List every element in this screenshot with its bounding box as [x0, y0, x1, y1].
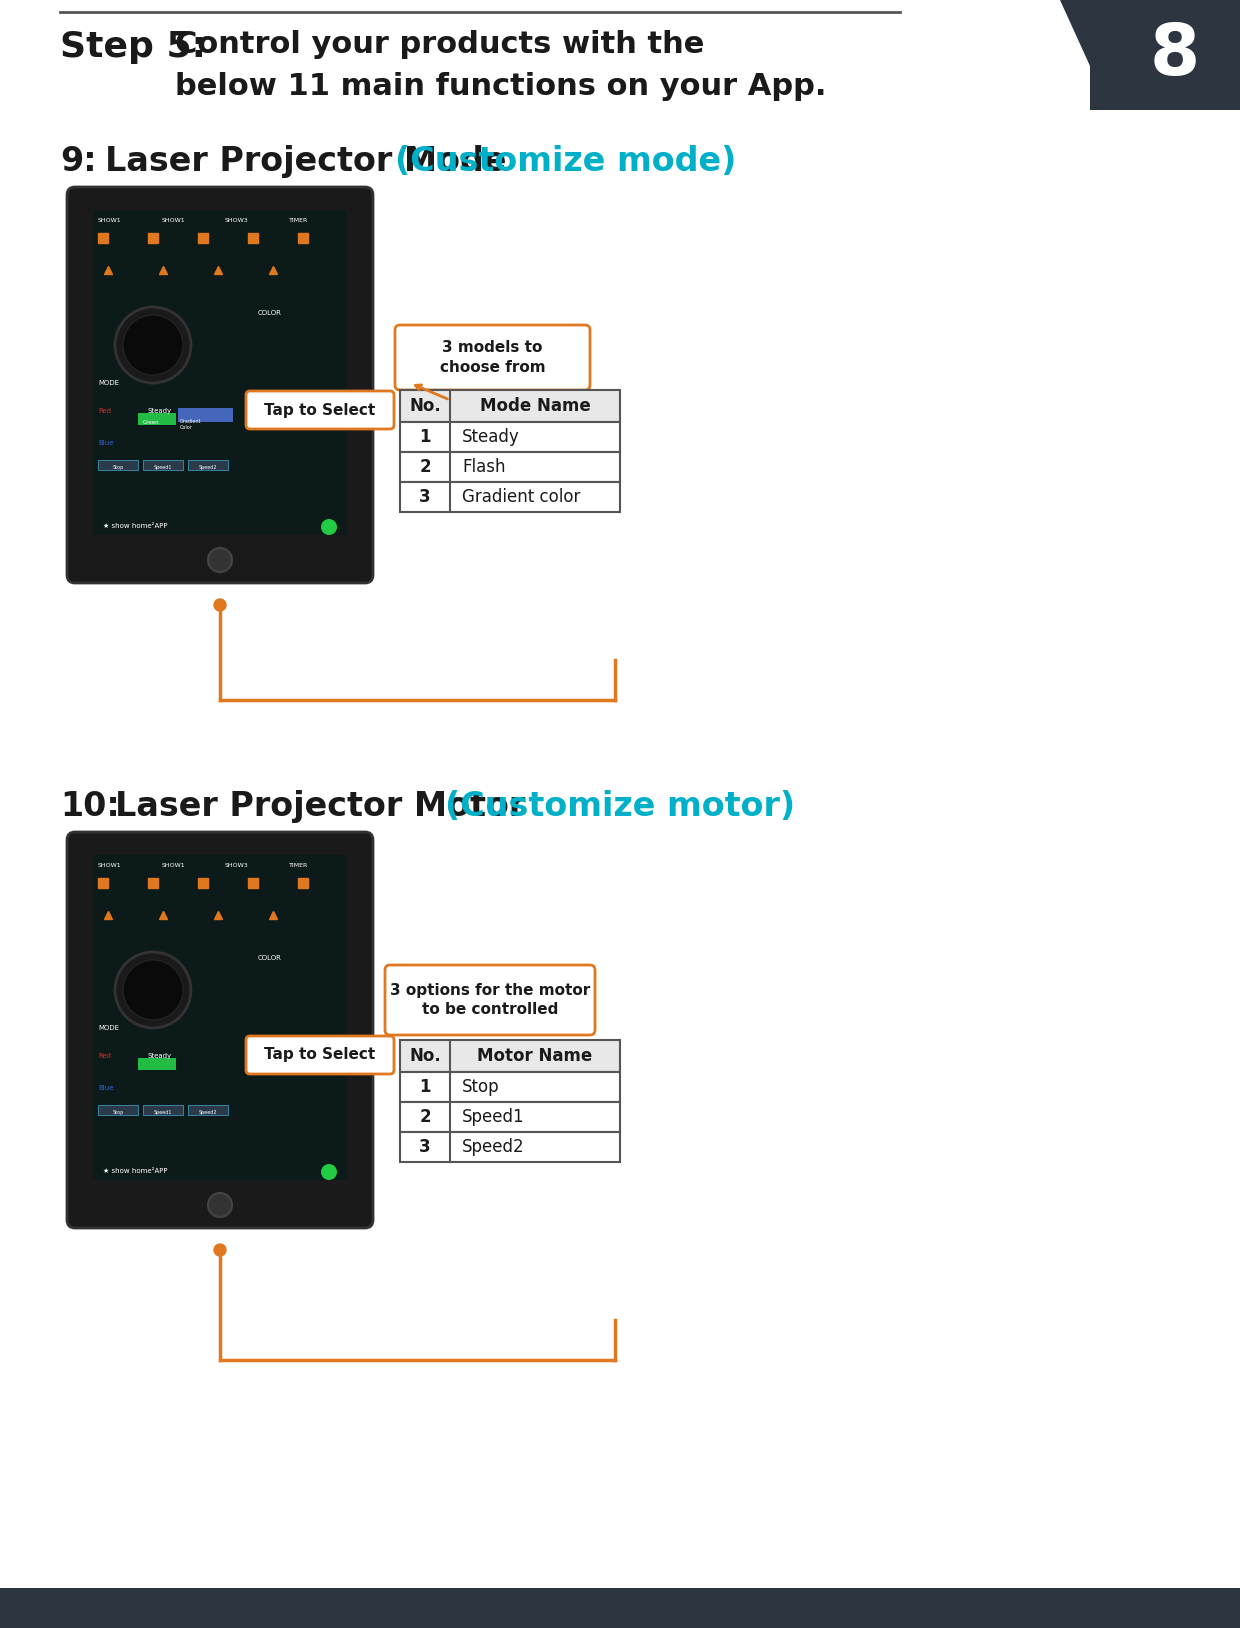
- Text: 2: 2: [419, 457, 430, 475]
- Text: Tap to Select: Tap to Select: [264, 1047, 376, 1063]
- Text: 8: 8: [1149, 21, 1200, 90]
- Polygon shape: [1060, 0, 1240, 111]
- Text: Control your products with the: Control your products with the: [175, 29, 704, 59]
- Text: Tap to Select: Tap to Select: [264, 402, 376, 417]
- Text: Speed1: Speed1: [154, 1110, 172, 1115]
- Text: Stop: Stop: [463, 1078, 500, 1096]
- Text: Steady: Steady: [148, 1053, 172, 1058]
- Text: 2: 2: [419, 1109, 430, 1127]
- Bar: [401, 1040, 620, 1071]
- Text: Speed1: Speed1: [154, 466, 172, 470]
- Text: Laser Projector Mode: Laser Projector Mode: [105, 145, 506, 177]
- Text: Blue: Blue: [98, 1084, 114, 1091]
- Text: Motor Name: Motor Name: [477, 1047, 593, 1065]
- Text: COLOR: COLOR: [258, 309, 281, 316]
- Circle shape: [115, 952, 191, 1027]
- Text: Stop: Stop: [113, 1110, 124, 1115]
- Bar: [188, 1105, 228, 1115]
- Bar: [401, 391, 620, 422]
- Text: Green: Green: [143, 420, 160, 425]
- Text: Speed2: Speed2: [463, 1138, 525, 1156]
- Text: No.: No.: [409, 397, 441, 415]
- Bar: [188, 461, 228, 470]
- Text: Steady: Steady: [463, 428, 520, 446]
- Text: (Customize mode): (Customize mode): [396, 145, 737, 177]
- Bar: [401, 1071, 620, 1102]
- FancyBboxPatch shape: [67, 832, 373, 1228]
- Text: Gradient
Color: Gradient Color: [180, 418, 201, 430]
- Text: Laser Projector Motor: Laser Projector Motor: [115, 790, 526, 824]
- Text: Speed2: Speed2: [198, 466, 217, 470]
- Text: Flash: Flash: [463, 457, 506, 475]
- Text: SHOW3: SHOW3: [224, 218, 249, 223]
- Bar: [143, 1105, 184, 1115]
- Text: Red: Red: [98, 1053, 112, 1058]
- Text: Stop: Stop: [113, 466, 124, 470]
- Text: 3: 3: [419, 1138, 430, 1156]
- Text: TIMER: TIMER: [289, 863, 308, 868]
- Text: 3 models to
choose from: 3 models to choose from: [440, 340, 546, 374]
- FancyBboxPatch shape: [384, 965, 595, 1035]
- Bar: [401, 422, 620, 453]
- FancyBboxPatch shape: [246, 391, 394, 430]
- Bar: [401, 1102, 620, 1131]
- Bar: [143, 461, 184, 470]
- Bar: [401, 1131, 620, 1162]
- Bar: [138, 414, 176, 425]
- Text: (Customize motor): (Customize motor): [445, 790, 795, 824]
- Text: Blue: Blue: [98, 440, 114, 446]
- Circle shape: [321, 519, 337, 536]
- Text: ★ show home²APP: ★ show home²APP: [103, 1167, 167, 1174]
- Text: MODE: MODE: [98, 379, 119, 386]
- FancyBboxPatch shape: [396, 326, 590, 391]
- Text: SHOW1: SHOW1: [161, 218, 185, 223]
- Circle shape: [215, 599, 226, 610]
- Text: Red: Red: [98, 409, 112, 414]
- Bar: [93, 855, 347, 1180]
- Bar: [401, 482, 620, 511]
- Bar: [138, 1058, 176, 1070]
- Text: ★ show home²APP: ★ show home²APP: [103, 523, 167, 529]
- Bar: [179, 409, 233, 422]
- Bar: [98, 1105, 138, 1115]
- Text: Steady: Steady: [148, 409, 172, 414]
- Bar: [0, 1587, 1240, 1628]
- FancyBboxPatch shape: [246, 1035, 394, 1074]
- Circle shape: [321, 1164, 337, 1180]
- Circle shape: [123, 961, 184, 1021]
- Text: SHOW1: SHOW1: [161, 863, 185, 868]
- Bar: [1090, 0, 1240, 111]
- Bar: [93, 210, 347, 536]
- Bar: [401, 453, 620, 482]
- Text: SHOW1: SHOW1: [98, 863, 122, 868]
- Bar: [98, 461, 138, 470]
- Circle shape: [115, 308, 191, 383]
- Text: TIMER: TIMER: [289, 218, 308, 223]
- Text: Speed2: Speed2: [198, 1110, 217, 1115]
- Text: 3: 3: [419, 488, 430, 506]
- Text: SHOW3: SHOW3: [224, 863, 249, 868]
- Text: COLOR: COLOR: [258, 956, 281, 961]
- Text: 9:: 9:: [60, 145, 97, 177]
- Circle shape: [208, 1193, 232, 1218]
- Text: No.: No.: [409, 1047, 441, 1065]
- Circle shape: [215, 1244, 226, 1255]
- Text: MODE: MODE: [98, 1026, 119, 1031]
- FancyBboxPatch shape: [67, 187, 373, 583]
- Text: Mode Name: Mode Name: [480, 397, 590, 415]
- Text: Gradient color: Gradient color: [463, 488, 580, 506]
- Text: Speed1: Speed1: [463, 1109, 525, 1127]
- Text: Step 5:: Step 5:: [60, 29, 206, 63]
- Circle shape: [208, 549, 232, 571]
- Text: 3 options for the motor
to be controlled: 3 options for the motor to be controlled: [389, 983, 590, 1018]
- Text: SHOW1: SHOW1: [98, 218, 122, 223]
- Text: 10:: 10:: [60, 790, 120, 824]
- Circle shape: [123, 314, 184, 374]
- Text: 1: 1: [419, 1078, 430, 1096]
- Text: below 11 main functions on your App.: below 11 main functions on your App.: [175, 72, 827, 101]
- Text: 1: 1: [419, 428, 430, 446]
